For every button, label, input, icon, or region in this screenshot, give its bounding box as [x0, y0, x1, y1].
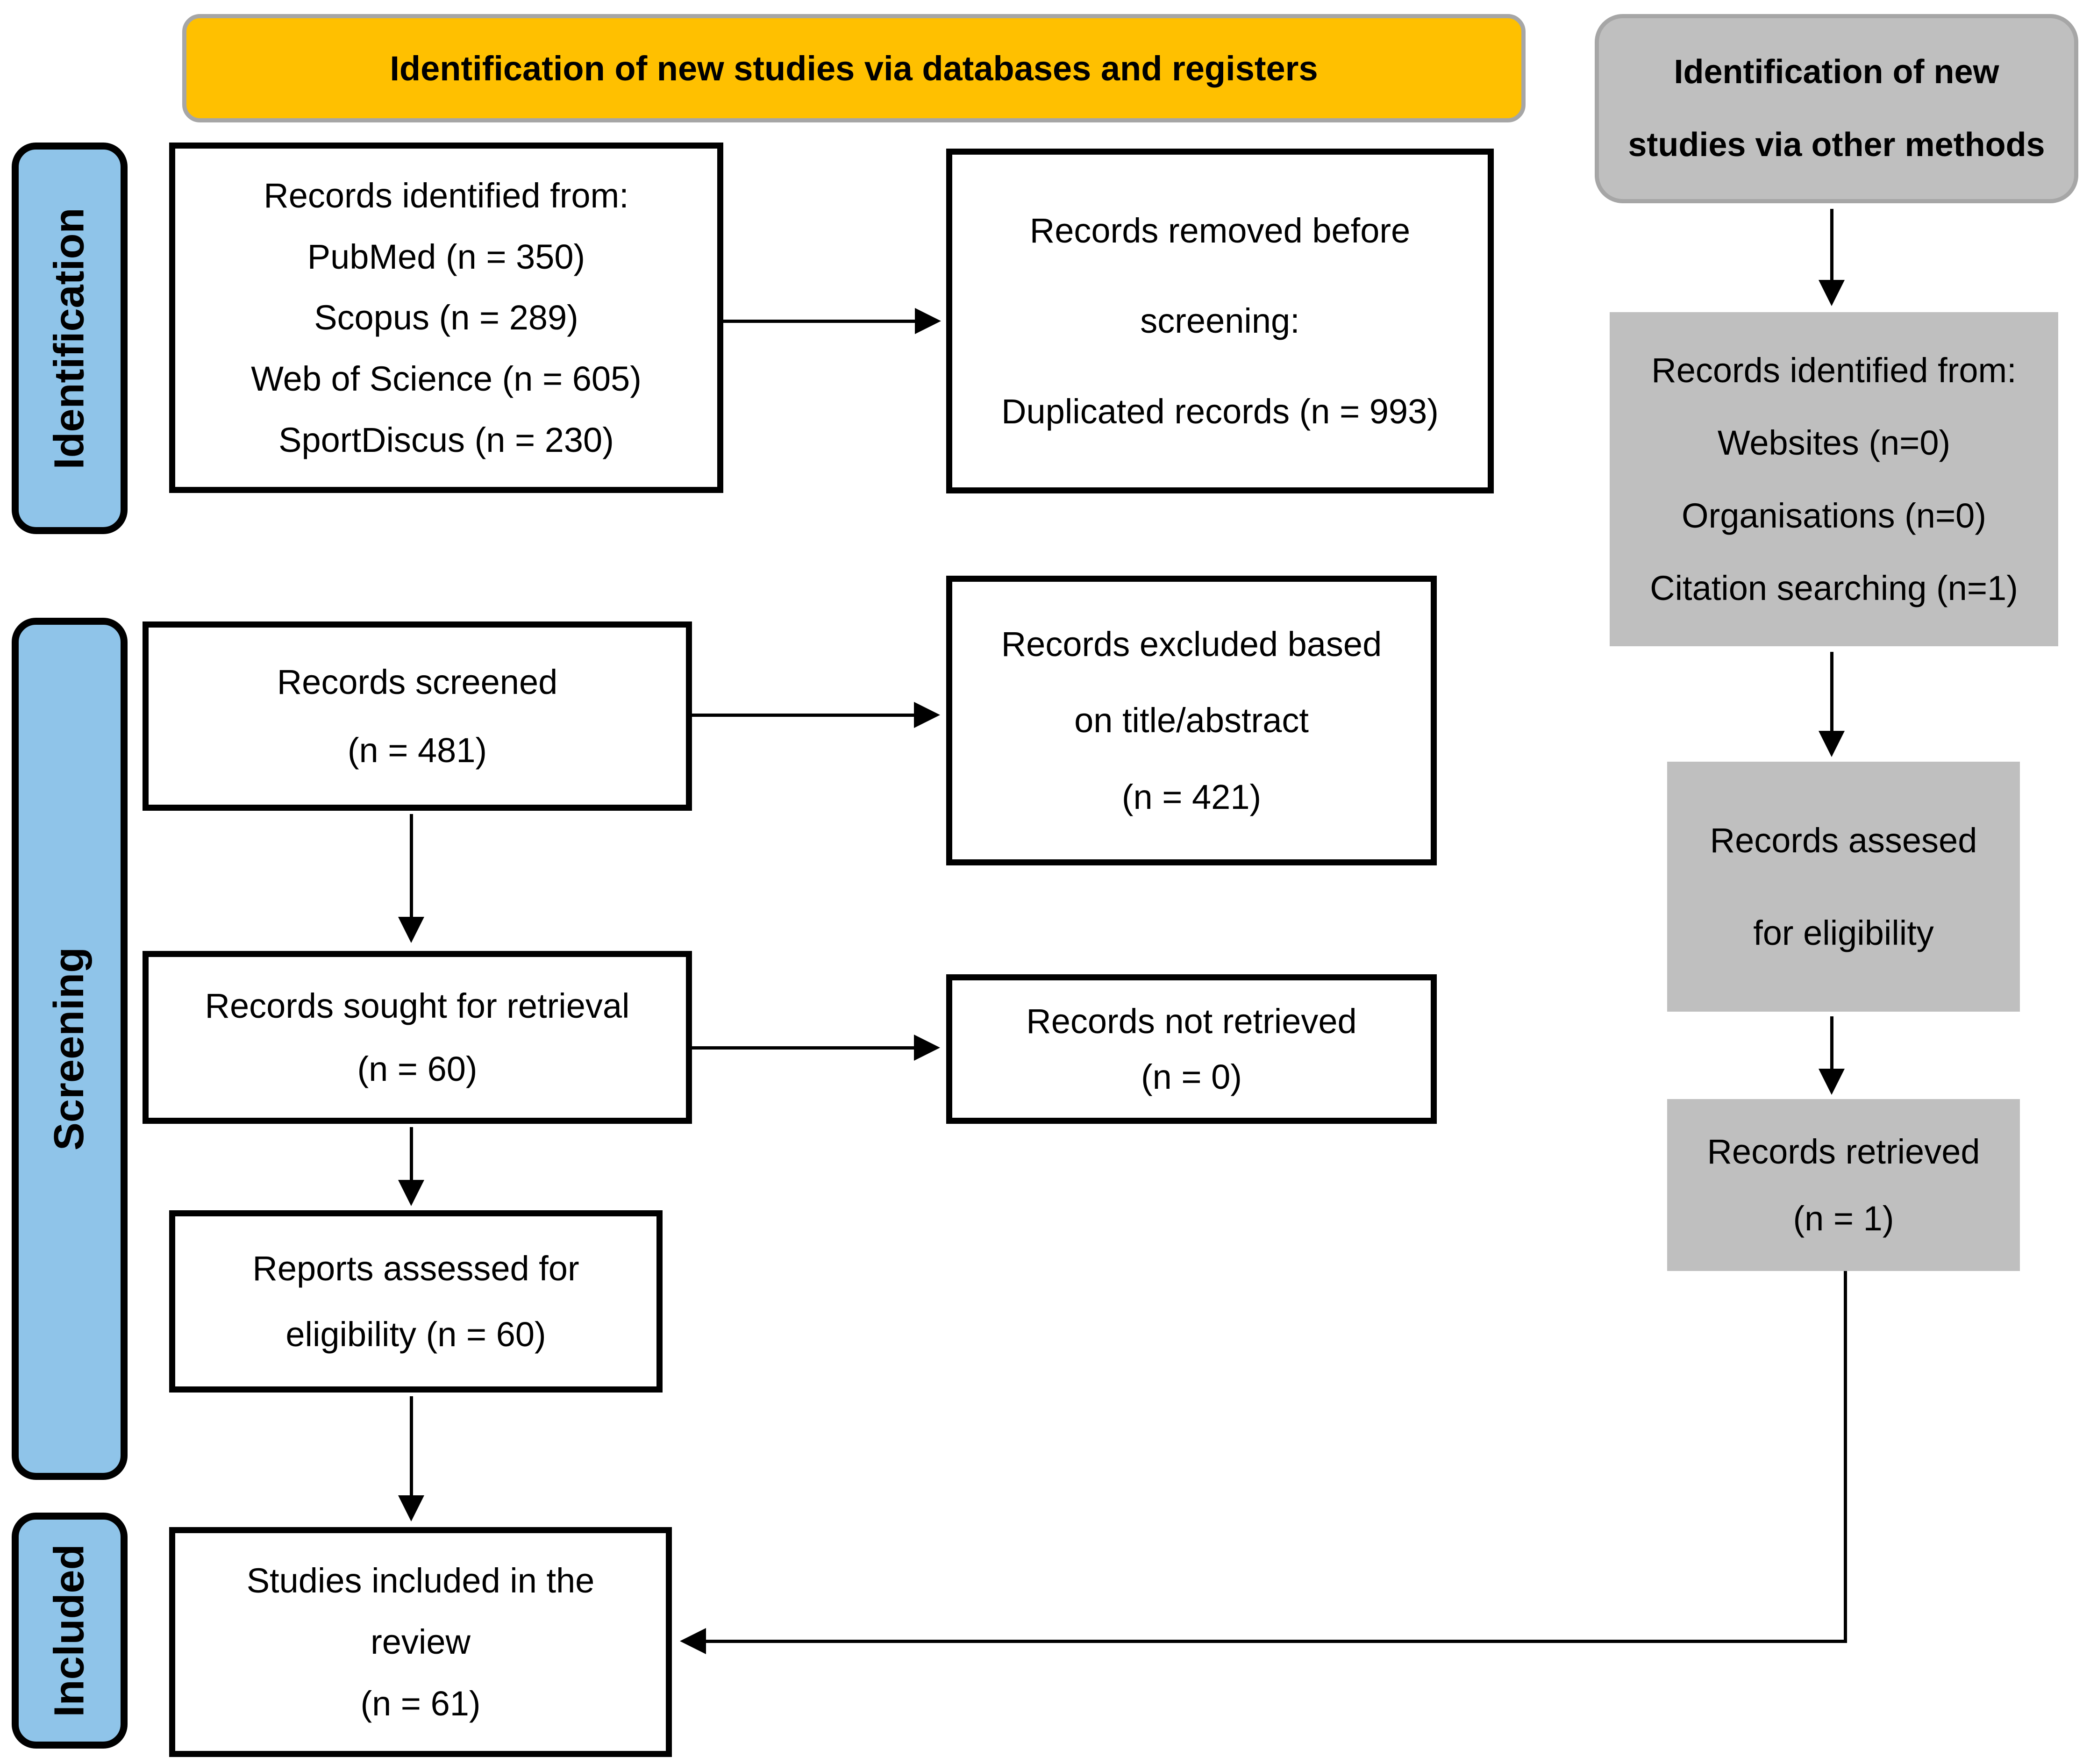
records-sought-box: Records sought for retrieval (n = 60)	[143, 951, 692, 1124]
text-line: eligibility (n = 60)	[285, 1315, 546, 1354]
text-line: Records identified from:	[1651, 351, 2017, 390]
arrow-screened-to-excluded-shaft	[692, 714, 916, 717]
arrow-other-identified-down-shaft	[1830, 652, 1833, 732]
text-line: Duplicated records (n = 993)	[1001, 392, 1439, 431]
other-records-assessed-box: Records assesed for eligibility	[1667, 762, 2020, 1012]
text-line: SportDiscus (n = 230)	[278, 421, 614, 460]
text-line: (n = 0)	[1141, 1057, 1242, 1096]
sidebar-identification-label: Identification	[46, 207, 93, 469]
databases-registers-banner-label: Identification of new studies via databa…	[390, 49, 1318, 88]
text-line: Records retrieved	[1707, 1132, 1980, 1171]
sidebar-identification: Identification	[12, 143, 128, 534]
arrow-other-retrieved-to-studies-vshaft	[1844, 1271, 1847, 1643]
text-line: Records identified from:	[264, 176, 629, 215]
text-line: Records excluded based	[1001, 624, 1382, 664]
arrow-other-assessed-down-shaft	[1830, 1016, 1833, 1070]
text-line: (n = 1)	[1793, 1199, 1894, 1238]
text-line: Scopus (n = 289)	[314, 298, 578, 337]
arrow-other-retrieved-to-studies-hshaft	[704, 1640, 1847, 1643]
arrow-other-identified-down-head	[1819, 731, 1845, 757]
text-line: Records removed before	[1029, 211, 1411, 250]
sidebar-screening: Screening	[12, 618, 128, 1480]
arrow-other-retrieved-to-studies-head	[680, 1628, 706, 1654]
text-line: on title/abstract	[1074, 701, 1309, 740]
records-excluded-box: Records excluded based on title/abstract (…	[946, 576, 1437, 865]
text-line: Records assesed	[1710, 821, 1977, 860]
sidebar-screening-label: Screening	[46, 947, 93, 1151]
text-line: Citation searching (n=1)	[1650, 568, 2018, 607]
text-line: Reports assessed for	[252, 1249, 579, 1288]
text-line: Records sought for retrieval	[205, 986, 630, 1025]
text-line: Records screened	[277, 662, 558, 701]
arrow-identified-to-removed-head	[915, 308, 941, 334]
text-line: Web of Science (n = 605)	[251, 359, 642, 399]
arrow-other-header-down-shaft	[1830, 209, 1833, 281]
text-line: (n = 60)	[357, 1049, 478, 1088]
text-line: (n = 61)	[360, 1684, 481, 1723]
text-line: studies via other methods	[1628, 126, 2045, 164]
arrow-screened-to-excluded-head	[914, 702, 940, 728]
records-identified-box: Records identified from: PubMed (n = 350)…	[169, 143, 723, 493]
other-methods-banner: Identification of new studies via other m…	[1595, 14, 2078, 203]
arrow-reports-down-head	[398, 1495, 424, 1521]
text-line: for eligibility	[1753, 914, 1934, 953]
text-line: Organisations (n=0)	[1682, 496, 1986, 535]
sidebar-included: Included	[12, 1513, 128, 1749]
text-line: PubMed (n = 350)	[307, 237, 585, 276]
text-line: review	[371, 1622, 471, 1662]
records-screened-box: Records screened (n = 481)	[143, 621, 692, 811]
databases-registers-banner: Identification of new studies via databa…	[182, 14, 1526, 122]
arrow-sought-down-head	[398, 1180, 424, 1206]
arrow-other-header-down-head	[1819, 280, 1845, 306]
text-line: Records not retrieved	[1026, 1002, 1357, 1041]
sidebar-included-label: Included	[46, 1544, 93, 1717]
reports-assessed-box: Reports assessed for eligibility (n = 60)	[169, 1210, 663, 1393]
arrow-screened-down-shaft	[410, 814, 413, 918]
arrow-sought-to-not-retrieved-head	[914, 1035, 940, 1061]
arrow-identified-to-removed-shaft	[723, 320, 917, 323]
text-line: Websites (n=0)	[1717, 423, 1951, 463]
records-removed-box: Records removed before screening: Duplicat…	[946, 149, 1494, 493]
arrow-other-assessed-down-head	[1819, 1069, 1845, 1095]
records-not-retrieved-box: Records not retrieved (n = 0)	[946, 974, 1437, 1124]
arrow-sought-down-shaft	[410, 1127, 413, 1181]
text-line: (n = 421)	[1121, 778, 1262, 817]
arrow-reports-down-shaft	[410, 1396, 413, 1497]
text-line: screening:	[1140, 301, 1300, 341]
arrow-sought-to-not-retrieved-shaft	[692, 1046, 916, 1050]
text-line: Identification of new	[1674, 53, 1999, 91]
text-line: Studies included in the	[246, 1561, 595, 1600]
arrow-screened-down-head	[398, 917, 424, 943]
studies-included-box: Studies included in the review (n = 61)	[169, 1527, 672, 1757]
other-records-identified-box: Records identified from: Websites (n=0) Or…	[1610, 312, 2058, 646]
text-line: (n = 481)	[347, 731, 487, 770]
other-records-retrieved-box: Records retrieved (n = 1)	[1667, 1099, 2020, 1271]
